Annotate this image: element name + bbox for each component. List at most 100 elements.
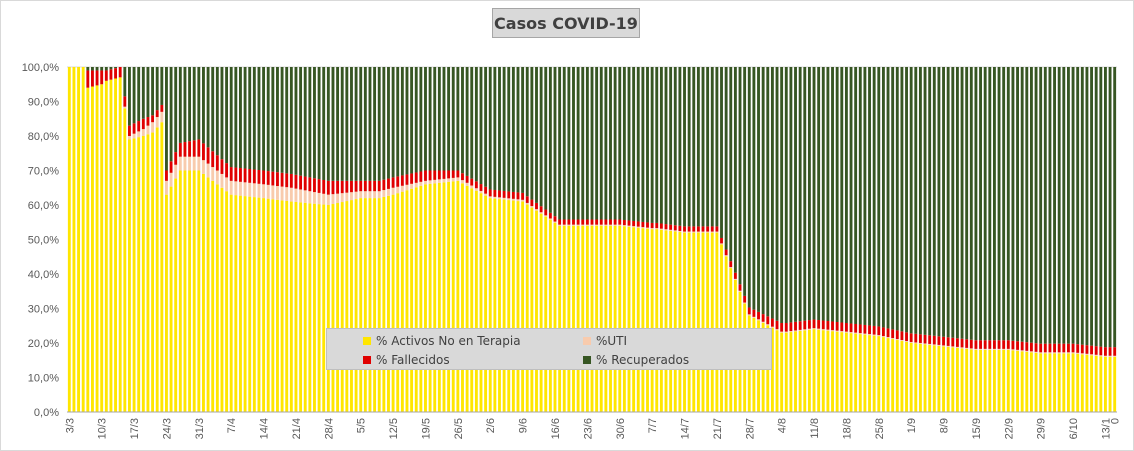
bar-segment-fallecidos: [442, 170, 446, 179]
bar-segment-uti: [1062, 352, 1066, 354]
bar-segment-recuperados: [572, 67, 575, 220]
bar-segment-uti: [835, 330, 839, 332]
bar-segment-activos: [942, 346, 945, 412]
bar-segment-fallecidos: [1053, 343, 1056, 353]
bar-segment-recuperados: [914, 67, 918, 334]
bar-segment-activos: [86, 87, 90, 412]
bar-segment-activos: [544, 216, 548, 412]
bar-segment-activos: [243, 196, 247, 412]
bar-segment-activos: [1071, 353, 1075, 412]
bar-segment-recuperados: [641, 67, 645, 222]
bar-segment-activos: [1104, 356, 1107, 412]
bar-segment-uti: [174, 164, 178, 179]
bar-segment-recuperados: [710, 67, 714, 227]
bar-segment-uti: [974, 348, 978, 350]
bar-segment-uti: [239, 181, 242, 196]
y-tick-label: 100,0%: [22, 62, 60, 74]
bar-segment-uti: [858, 333, 862, 335]
bar-segment-activos: [1029, 352, 1033, 412]
bar-segment-fallecidos: [248, 169, 252, 183]
bar-segment-fallecidos: [613, 219, 617, 225]
bar-segment-recuperados: [576, 67, 580, 220]
bar-segment-recuperados: [932, 67, 936, 336]
bar-segment-recuperados: [345, 67, 349, 181]
bar-segment-recuperados: [442, 67, 446, 171]
bar-segment-fallecidos: [202, 143, 205, 161]
bar-segment-fallecidos: [835, 322, 839, 331]
bar-segment-recuperados: [461, 67, 464, 174]
bar-segment-uti: [650, 228, 654, 230]
bar-segment-recuperados: [937, 67, 941, 337]
bar-segment-recuperados: [974, 67, 978, 341]
bar-segment-uti: [585, 224, 589, 226]
bar-segment-uti: [252, 183, 256, 198]
bar-segment-fallecidos: [794, 321, 797, 331]
legend-label-fallecidos: % Fallecidos: [376, 353, 450, 367]
bar-segment-recuperados: [757, 67, 760, 312]
bar-segment-activos: [447, 181, 451, 412]
bar-segment-uti: [299, 189, 303, 203]
bar-segment-activos: [576, 225, 580, 412]
bar-segment-activos: [141, 136, 145, 412]
bar-segment-activos: [211, 180, 215, 412]
y-tick-label: 20,0%: [28, 338, 59, 350]
bar-segment-recuperados: [424, 67, 427, 171]
bar-segment-uti: [1090, 354, 1093, 356]
bar-segment-fallecidos: [373, 180, 377, 192]
bar-segment-activos: [696, 232, 700, 412]
bar-segment-recuperados: [493, 67, 497, 190]
bar-segment-fallecidos: [683, 226, 686, 232]
bar-segment-uti: [382, 190, 386, 197]
bar-segment-uti: [433, 179, 437, 184]
bar-segment-fallecidos: [632, 220, 636, 227]
bar-segment-recuperados: [544, 67, 548, 210]
bar-segment-fallecidos: [128, 125, 131, 136]
bar-segment-fallecidos: [770, 318, 774, 327]
bar-segment-recuperados: [696, 67, 700, 227]
bar-segment-recuperados: [1094, 67, 1098, 347]
bar-segment-uti: [881, 336, 885, 338]
x-tick-label: 19/5: [420, 418, 432, 439]
bar-segment-uti: [1099, 355, 1103, 357]
bar-segment-recuperados: [909, 67, 913, 334]
bar-segment-fallecidos: [174, 152, 178, 165]
bar-segment-fallecidos: [336, 180, 340, 194]
bar-segment-uti: [965, 347, 969, 349]
bar-segment-recuperados: [225, 67, 229, 164]
bar-segment-activos: [701, 232, 705, 412]
x-tick-label: 11/8: [809, 418, 821, 439]
bar-segment-recuperados: [192, 67, 196, 141]
bar-segment-activos: [77, 67, 80, 412]
bar-segment-uti: [646, 227, 649, 229]
bar-segment-fallecidos: [507, 191, 511, 199]
bar-segment-fallecidos: [313, 178, 316, 193]
bar-segment-fallecidos: [1071, 343, 1075, 353]
bar-segment-uti: [664, 229, 668, 231]
bar-segment-fallecidos: [1011, 340, 1015, 350]
bar-segment-activos: [516, 201, 520, 412]
bar-segment-fallecidos: [590, 219, 594, 225]
bar-segment-recuperados: [137, 67, 141, 122]
bar-segment-fallecidos: [354, 180, 358, 192]
bar-segment-activos: [146, 134, 150, 412]
bar-segment-recuperados: [965, 67, 969, 340]
bar-segment-uti: [840, 331, 844, 333]
bar-segment-uti: [844, 331, 848, 333]
bar-segment-activos: [706, 232, 710, 412]
bar-segment-fallecidos: [752, 309, 756, 317]
bar-segment-recuperados: [447, 67, 451, 171]
y-tick-label: 0,0%: [34, 407, 59, 419]
x-tick-label: 3/3: [64, 418, 76, 433]
bar-segment-fallecidos: [516, 192, 520, 200]
bar-segment-recuperados: [1002, 67, 1006, 341]
bar-segment-activos: [151, 132, 155, 413]
legend-item-activos: % Activos No en Terapia: [363, 334, 521, 348]
bar-segment-fallecidos: [937, 336, 941, 345]
bar-segment-uti: [988, 348, 992, 350]
bar-segment-uti: [484, 193, 488, 196]
bar-segment-fallecidos: [636, 221, 640, 227]
bar-segment-recuperados: [886, 67, 890, 329]
bar-segment-activos: [1053, 353, 1056, 412]
bar-segment-activos: [428, 183, 432, 412]
